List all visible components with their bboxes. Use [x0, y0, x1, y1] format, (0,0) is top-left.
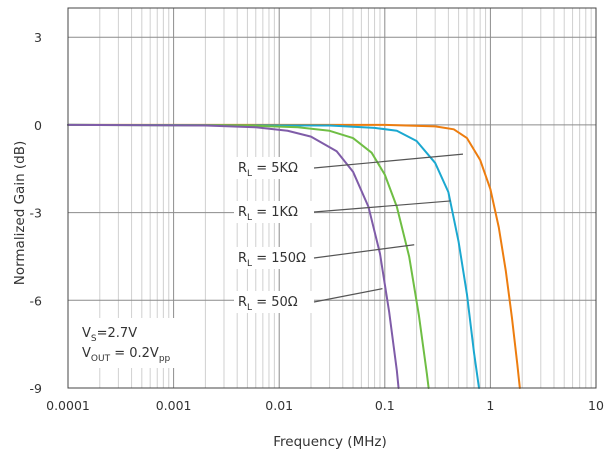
annotation-leader-line: [313, 244, 415, 259]
annotation-leader-line: [313, 153, 464, 169]
x-tick-label: 0.001: [156, 398, 192, 413]
series-line-1: [67, 123, 481, 389]
x-tick-label: 0.1: [375, 398, 395, 413]
annotation-text: RL = 150Ω: [238, 251, 306, 269]
series-lines: [67, 123, 521, 389]
x-tick-label: 1: [486, 398, 494, 413]
conditions-bg: [76, 318, 188, 368]
y-tick-label: -3: [30, 206, 42, 221]
annotation-text: VS=2.7V: [82, 326, 137, 344]
x-tick-label: 0.01: [265, 398, 293, 413]
annotation-text: VOUT = 0.2Vpp: [82, 346, 171, 364]
x-tick-labels: 0.0001 0.001 0.01 0.1 1 10: [46, 398, 604, 413]
y-axis-title: Normalized Gain (dB): [12, 141, 28, 286]
series-line-0: [67, 123, 521, 389]
plot-frame: [67, 7, 597, 389]
series-annotations: RL = 5KΩ RL = 1KΩ RL = 150Ω RL = 50Ω: [234, 153, 464, 313]
annotation-text: RL = 5KΩ: [238, 161, 298, 179]
annotation-label-bg: [234, 247, 314, 269]
y-tick-labels: 3 0 -3 -6 -9: [30, 30, 43, 396]
annotation-leader-line: [313, 288, 383, 303]
annotation-leader-line: [313, 200, 451, 213]
y-tick-label: 0: [34, 118, 42, 133]
annotation-text: RL = 50Ω: [238, 295, 298, 313]
y-tick-label: -9: [30, 381, 43, 396]
series-line-2: [67, 123, 430, 389]
x-tick-label: 0.0001: [46, 398, 90, 413]
y-tick-label: 3: [34, 30, 42, 45]
annotation-text: RL = 1KΩ: [238, 205, 298, 223]
x-axis-title: Frequency (MHz): [273, 434, 386, 450]
grid: [67, 8, 596, 389]
series-line-3: [67, 123, 400, 389]
annotation-label-bg: [234, 157, 314, 179]
annotation-label-bg: [234, 201, 314, 223]
annotation-label-bg: [234, 291, 314, 313]
conditions-box: VS=2.7V VOUT = 0.2Vpp: [76, 318, 188, 368]
y-tick-label: -6: [30, 293, 43, 308]
x-tick-label: 10: [588, 398, 604, 413]
